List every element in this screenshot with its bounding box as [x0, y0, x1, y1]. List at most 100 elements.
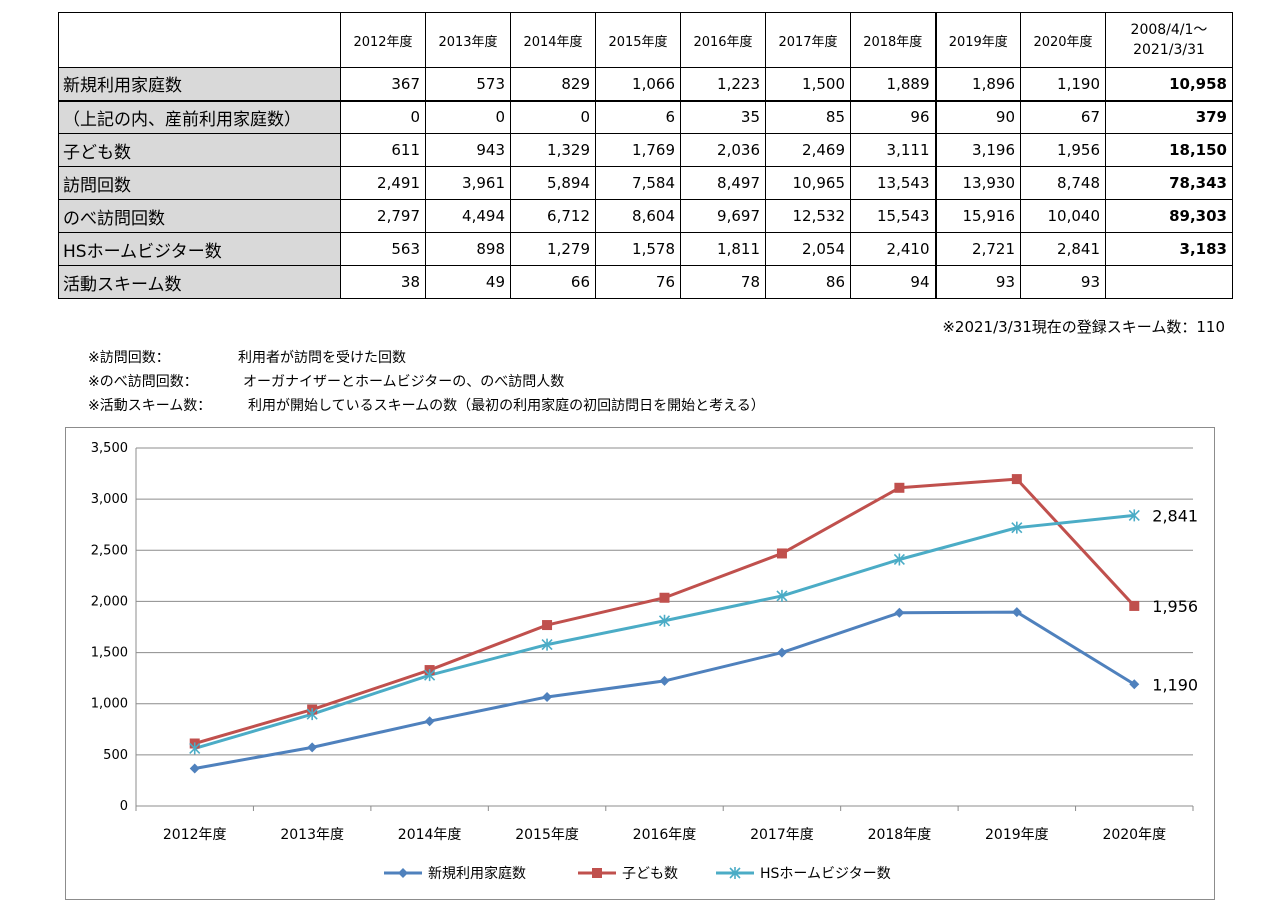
data-point: [307, 742, 318, 753]
y-tick-label: 1,500: [91, 646, 128, 661]
table-cell: 1,811: [680, 232, 766, 266]
x-tick-label: 2017年度: [750, 827, 814, 843]
table-cell: 0: [340, 99, 426, 134]
table-cell: 2,469: [765, 133, 851, 167]
note-item: ※のべ訪問回数： オーガナイザーとホームビジターの、のべ訪問人数: [88, 370, 765, 394]
total-header-start: 2008/4/1～: [1130, 22, 1208, 38]
row-label: HSホームビジター数: [58, 232, 341, 266]
table-cell: 943: [425, 133, 511, 167]
table-cell: 898: [425, 232, 511, 266]
table-cell: 1,500: [765, 67, 851, 101]
data-point: [1129, 600, 1140, 611]
column-header: 2016年度: [680, 12, 766, 68]
note-key: ※のべ訪問回数：: [88, 374, 198, 390]
table-cell: 93: [1020, 265, 1106, 299]
row-label: （上記の内、産前利用家庭数）: [58, 99, 341, 134]
table-cell: 2,721: [934, 232, 1021, 266]
table-cell: 3,196: [934, 133, 1021, 167]
table-row: 活動スキーム数 38 49 66 76 78 86 94 93 93: [58, 265, 1233, 299]
data-point: [1011, 521, 1023, 534]
line-chart: 0 500 1,000 1,500 2,000 2,500 3,000 3,500 2012年度…: [91, 441, 1198, 882]
table-row: 子ども数 611 943 1,329 1,769 2,036 2,469 3,1…: [58, 133, 1233, 167]
data-point: [1011, 474, 1022, 485]
column-header: 2018年度: [850, 12, 936, 68]
table-cell: 9,697: [680, 199, 766, 233]
note-text: 利用が開始しているスキームの数（最初の利用家庭の初回訪問日を開始と考える）: [248, 398, 765, 414]
registration-note: ※2021/3/31現在の登録スキーム数：110: [942, 318, 1225, 336]
legend-label: HSホームビジター数: [760, 866, 891, 882]
table-cell: 10,040: [1020, 199, 1106, 233]
table-cell: 13,543: [850, 166, 936, 200]
row-label: のべ訪問回数: [58, 199, 341, 233]
table-cell: 90: [934, 99, 1021, 134]
table-cell: 1,578: [595, 232, 681, 266]
y-tick-label: 3,500: [91, 441, 128, 456]
table-cell: 2,797: [340, 199, 426, 233]
table-cell: 3,961: [425, 166, 511, 200]
table-cell: 15,916: [934, 199, 1021, 233]
table-cell: 93: [934, 265, 1021, 299]
column-header: 2019年度: [934, 12, 1021, 68]
y-tick-label: 1,000: [91, 697, 128, 712]
column-header: 2014年度: [510, 12, 596, 68]
table-cell: 1,956: [1020, 133, 1106, 167]
data-point: [306, 708, 318, 721]
legend-marker: [398, 868, 408, 878]
table-row: 新規利用家庭数 367 573 829 1,066 1,223 1,500 1,…: [58, 67, 1233, 101]
x-tick-label: 2013年度: [280, 827, 344, 843]
table-cell: 1,889: [850, 67, 936, 101]
chart-frame: 0 500 1,000 1,500 2,000 2,500 3,000 3,500 2012年度…: [65, 427, 1215, 900]
table-cell: 35: [680, 99, 766, 134]
table-cell: 573: [425, 67, 511, 101]
table-cell: 13,930: [934, 166, 1021, 200]
table-cell: 367: [340, 67, 426, 101]
column-header: 2015年度: [595, 12, 681, 68]
table-row: HSホームビジター数 563 898 1,279 1,578 1,811 2,0…: [58, 232, 1233, 266]
data-label: 1,190: [1152, 675, 1198, 694]
column-header: 2020年度: [1020, 12, 1106, 68]
x-tick-label: 2016年度: [633, 827, 697, 843]
table-cell: 8,497: [680, 166, 766, 200]
note-item: ※訪問回数： 利用者が訪問を受けた回数: [88, 346, 765, 370]
note-item: ※活動スキーム数： 利用が開始しているスキームの数（最初の利用家庭の初回訪問日を開…: [88, 394, 765, 418]
data-point: [659, 675, 670, 686]
table-cell: 78: [680, 265, 766, 299]
table-header-row: 2012年度 2013年度 2014年度 2015年度 2016年度 2017年…: [58, 12, 1233, 68]
table-cell: 0: [510, 99, 596, 134]
table-cell: 1,769: [595, 133, 681, 167]
data-point: [658, 614, 671, 627]
legend-marker: [729, 867, 741, 879]
data-point: [894, 482, 905, 493]
table-cell: 0: [425, 99, 511, 134]
y-tick-label: 2,500: [91, 543, 128, 558]
y-tick-label: 3,000: [91, 492, 128, 507]
series-line-1: [194, 610, 1136, 770]
x-tick-label: 2018年度: [868, 827, 932, 843]
column-header: 2017年度: [765, 12, 851, 68]
data-label: 2,841: [1152, 506, 1198, 525]
table-cell: 1,223: [680, 67, 766, 101]
legend-marker: [592, 868, 602, 878]
x-tick-label: 2015年度: [515, 827, 579, 843]
table-cell: 94: [850, 265, 936, 299]
data-point: [189, 763, 200, 774]
table-cell: 1,190: [1020, 67, 1106, 101]
total-header-end: 2021/3/31: [1133, 42, 1205, 58]
table-cell: 8,604: [595, 199, 681, 233]
note-text: オーガナイザーとホームビジターの、のべ訪問人数: [243, 374, 565, 390]
table-cell: 1,329: [510, 133, 596, 167]
table-cell: 15,543: [850, 199, 936, 233]
total-cell: 3,183: [1105, 232, 1233, 266]
table-cell: 67: [1020, 99, 1106, 134]
y-tick-label: 500: [103, 748, 128, 763]
total-cell: 379: [1105, 99, 1233, 134]
table-cell: 76: [595, 265, 681, 299]
data-point: [1129, 679, 1140, 690]
table-cell: 49: [425, 265, 511, 299]
note-key: ※活動スキーム数：: [88, 398, 212, 414]
table-row: （上記の内、産前利用家庭数） 0 0 0 6 35 85 96 90 67 37…: [58, 99, 1233, 134]
data-point: [542, 620, 553, 631]
table-cell: 6,712: [510, 199, 596, 233]
total-cell: [1105, 265, 1233, 299]
data-point: [1128, 509, 1140, 522]
